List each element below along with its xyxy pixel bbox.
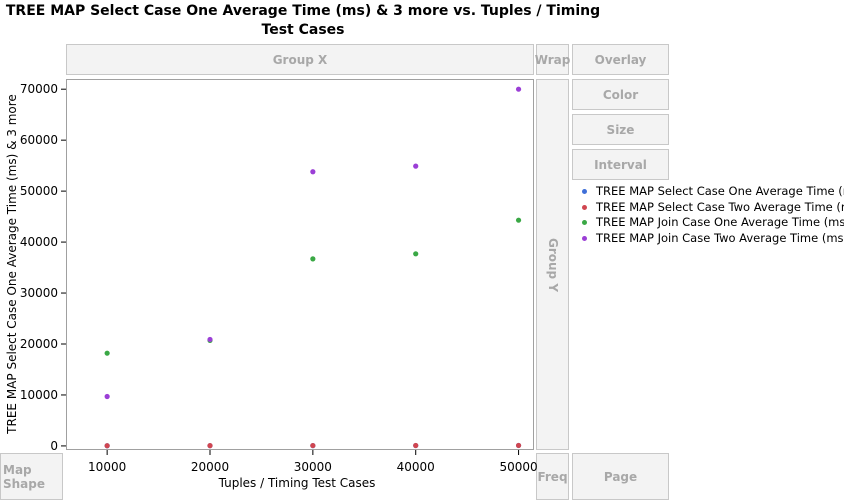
data-point[interactable] bbox=[207, 443, 213, 449]
color-zone[interactable]: Color bbox=[572, 79, 669, 110]
map-shape-label: Map Shape bbox=[3, 462, 46, 491]
freq-zone[interactable]: Freq bbox=[536, 453, 569, 500]
group-y-zone[interactable]: Group Y bbox=[536, 79, 569, 450]
legend-label: TREE MAP Join Case Two Average Time (ms) bbox=[596, 230, 844, 245]
y-axis-label: TREE MAP Select Case One Average Time (m… bbox=[5, 94, 19, 435]
overlay-label: Overlay bbox=[594, 52, 647, 67]
legend-label: TREE MAP Select Case One Average Time (m… bbox=[596, 184, 844, 198]
wrap-label: Wrap bbox=[534, 52, 571, 67]
data-point[interactable] bbox=[413, 163, 419, 169]
data-point[interactable] bbox=[413, 442, 419, 449]
data-point[interactable] bbox=[310, 442, 316, 449]
data-point[interactable] bbox=[515, 217, 522, 223]
data-point[interactable] bbox=[207, 336, 213, 343]
group-x-label: Group X bbox=[272, 52, 328, 67]
legend-marker bbox=[582, 220, 587, 226]
x-tick-label: 40000 bbox=[397, 460, 435, 474]
x-tick-label: 20000 bbox=[191, 460, 229, 474]
color-label: Color bbox=[602, 87, 639, 102]
legend-item[interactable]: TREE MAP Join Case One Average Time (ms) bbox=[582, 215, 844, 231]
legend-label: TREE MAP Join Case One Average Time (ms) bbox=[596, 215, 844, 229]
x-axis: 10000 20000 30000 40000 50000 bbox=[88, 450, 538, 474]
legend-item[interactable]: TREE MAP Select Case Two Average Time (m… bbox=[582, 200, 844, 216]
legend-marker bbox=[582, 235, 587, 241]
data-point[interactable] bbox=[104, 350, 110, 356]
data-point[interactable] bbox=[413, 251, 419, 257]
chart-title: TREE MAP Select Case One Average Time (m… bbox=[5, 3, 601, 38]
data-point[interactable] bbox=[104, 443, 110, 449]
legend-marker bbox=[582, 204, 587, 210]
map-shape-zone[interactable]: Map Shape bbox=[0, 453, 63, 500]
data-point[interactable] bbox=[515, 442, 522, 449]
x-tick-label: 10000 bbox=[88, 460, 126, 474]
y-tick-label: 40000 bbox=[20, 235, 58, 249]
legend-item[interactable]: TREE MAP Select Case One Average Time (m… bbox=[582, 184, 844, 200]
x-tick-label: 50000 bbox=[499, 460, 537, 474]
y-tick-label: 60000 bbox=[20, 133, 58, 147]
data-point[interactable] bbox=[104, 393, 110, 400]
y-tick-label: 50000 bbox=[20, 184, 58, 198]
page-label: Page bbox=[603, 469, 638, 484]
data-point[interactable] bbox=[310, 256, 316, 262]
y-tick-label: 70000 bbox=[20, 82, 58, 96]
interval-label: Interval bbox=[594, 157, 647, 172]
legend-item[interactable]: TREE MAP Join Case Two Average Time (ms) bbox=[582, 231, 844, 247]
y-tick-label: 10000 bbox=[20, 388, 58, 402]
x-axis-label: Tuples / Timing Test Cases bbox=[218, 476, 376, 490]
y-tick-label: 30000 bbox=[20, 286, 58, 300]
size-zone[interactable]: Size bbox=[572, 114, 669, 145]
group-x-zone[interactable]: Group X bbox=[66, 44, 534, 75]
wrap-zone[interactable]: Wrap bbox=[534, 44, 571, 75]
y-axis: 0 10000 20000 30000 40000 50000 60000 70000 bbox=[20, 82, 66, 453]
page-zone[interactable]: Page bbox=[572, 453, 669, 500]
size-label: Size bbox=[606, 122, 635, 137]
interval-zone[interactable]: Interval bbox=[572, 149, 669, 180]
plot-area[interactable] bbox=[66, 79, 534, 450]
data-points bbox=[104, 86, 522, 449]
y-tick-label: 0 bbox=[50, 439, 58, 453]
x-tick-label: 30000 bbox=[294, 460, 332, 474]
data-point[interactable] bbox=[310, 169, 316, 175]
y-tick-label: 20000 bbox=[20, 337, 58, 351]
freq-label: Freq bbox=[537, 469, 568, 484]
data-point[interactable] bbox=[515, 86, 522, 92]
overlay-zone[interactable]: Overlay bbox=[572, 44, 669, 75]
legend-label: TREE MAP Select Case Two Average Time (m… bbox=[596, 199, 844, 214]
legend: TREE MAP Select Case One Average Time (m… bbox=[582, 184, 844, 246]
legend-marker bbox=[582, 189, 587, 195]
